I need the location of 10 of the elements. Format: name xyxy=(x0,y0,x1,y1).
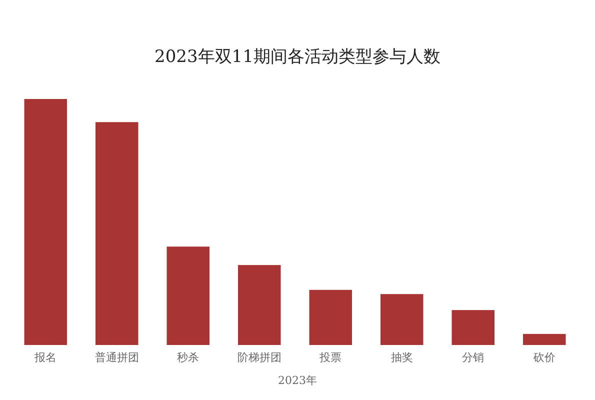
x-tick-label: 报名 xyxy=(34,351,57,364)
x-tick-label: 砍价 xyxy=(532,351,556,364)
x-tick-label: 阶梯拼团 xyxy=(237,351,282,364)
x-tick-label: 普通拼团 xyxy=(94,351,139,364)
x-tick-label: 投票 xyxy=(318,351,342,364)
x-tick-label: 分销 xyxy=(462,351,484,364)
x-tick-label: 抽奖 xyxy=(390,351,413,364)
title: 2023年双11期间各活动类型参与人数 xyxy=(154,47,440,67)
x-axis-title: 2023年 xyxy=(278,374,317,387)
x-tick-label: 秒杀 xyxy=(177,351,200,364)
